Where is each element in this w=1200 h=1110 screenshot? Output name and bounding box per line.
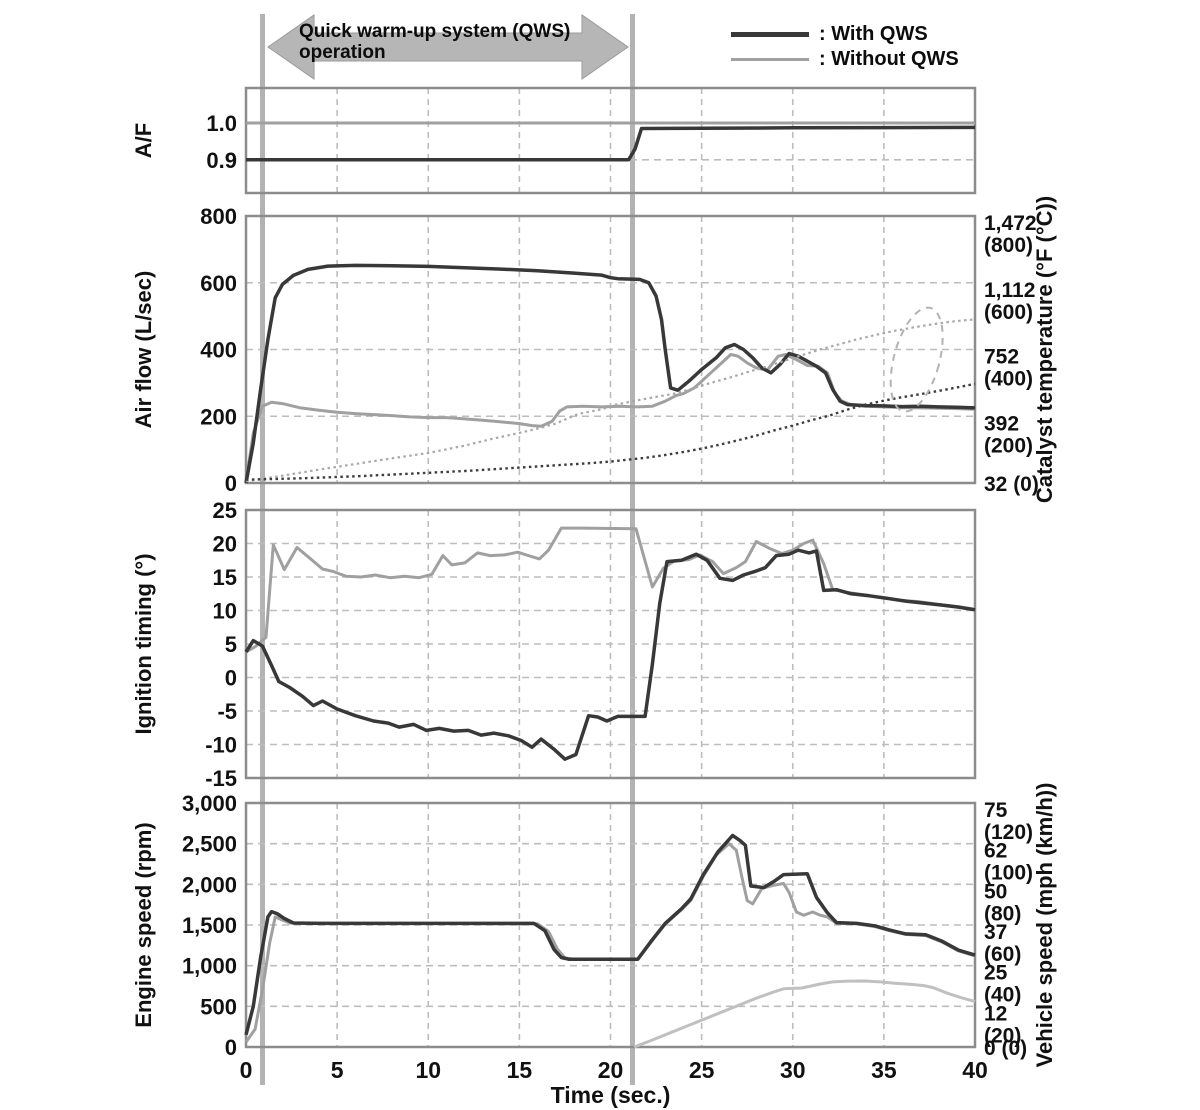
right-tick-label: (200) xyxy=(984,434,1033,457)
series-ignition-with-qws xyxy=(244,548,976,761)
y-axis-title-ign: Ignition timing (°) xyxy=(131,553,156,734)
y-tick-label-ign: 5 xyxy=(225,632,237,657)
right-tick-label: (20) xyxy=(984,1024,1021,1047)
x-tick-label: 40 xyxy=(962,1057,988,1083)
series-catalyst-temp-fast xyxy=(245,318,976,483)
panel-border-air xyxy=(244,214,977,485)
qws-window-end-line xyxy=(629,14,635,1085)
right-tick-label: 392 xyxy=(984,412,1019,435)
right-tick-label: 752 xyxy=(984,346,1019,369)
right-tick-label: (80) xyxy=(984,902,1021,925)
right-axis-title-rpm: Vehicle speed (mph (km/h)) xyxy=(1032,783,1057,1068)
x-tick-label: 25 xyxy=(689,1057,715,1083)
right-tick-label: (100) xyxy=(984,862,1033,885)
y-tick-label-af: 0.9 xyxy=(206,148,237,173)
series-engine-speed-with-qws xyxy=(244,833,976,1036)
x-tick-label: 20 xyxy=(598,1057,624,1083)
y-tick-label-air: 400 xyxy=(200,338,237,363)
right-tick-label: 32 (0) xyxy=(984,473,1039,496)
right-tick-label: 62 xyxy=(984,840,1007,863)
x-axis-title: Time (sec.) xyxy=(551,1082,671,1108)
y-tick-label-ign: 10 xyxy=(213,599,237,624)
y-tick-label-ign: -10 xyxy=(205,733,237,758)
y-tick-label-rpm: 1,000 xyxy=(182,954,237,979)
y-tick-label-rpm: 500 xyxy=(200,994,237,1019)
x-tick-label: 15 xyxy=(507,1057,533,1083)
y-tick-label-air: 600 xyxy=(200,271,237,296)
legend-label-with-qws: : With QWS xyxy=(819,23,928,45)
panel-border-af xyxy=(244,86,977,195)
legend: : With QWS : Without QWS xyxy=(731,22,959,72)
x-tick-label: 0 xyxy=(240,1057,253,1083)
y-tick-label-air: 200 xyxy=(200,404,237,429)
right-tick-label: 75 xyxy=(984,799,1008,822)
series-airflow-with-qws xyxy=(244,263,976,484)
right-tick-label: (40) xyxy=(984,984,1021,1007)
legend-row-without-qws: : Without QWS xyxy=(731,47,959,72)
x-tick-label: 5 xyxy=(331,1057,344,1083)
y-tick-label-ign: 20 xyxy=(213,532,237,557)
y-tick-label-af: 1.0 xyxy=(206,111,237,136)
y-tick-label-air: 0 xyxy=(225,471,237,496)
y-tick-label-ign: -5 xyxy=(217,699,237,724)
y-tick-label-ign: 15 xyxy=(213,565,237,590)
y-tick-label-rpm: 0 xyxy=(225,1035,237,1060)
y-tick-label-ign: 0 xyxy=(225,666,237,691)
legend-label-without-qws: : Without QWS xyxy=(819,48,959,70)
right-tick-label: 25 xyxy=(984,962,1008,985)
annotation-ellipse xyxy=(889,306,944,413)
right-tick-label: 12 xyxy=(984,1002,1007,1025)
legend-row-with-qws: : With QWS xyxy=(731,22,959,47)
x-tick-label: 10 xyxy=(415,1057,441,1083)
series-ignition-without-qws xyxy=(245,526,976,654)
right-tick-label: 37 xyxy=(984,921,1007,944)
y-axis-title-af: A/F xyxy=(131,123,156,158)
qws-operation-arrow xyxy=(267,14,629,80)
y-tick-label-rpm: 2,500 xyxy=(182,832,237,857)
qws-operation-label-line2: operation xyxy=(299,42,386,63)
right-axis-title-air: Catalyst temperature (°F (°C)) xyxy=(1032,196,1057,503)
x-tick-label: 35 xyxy=(871,1057,897,1083)
panel-border-ign xyxy=(244,508,977,780)
right-tick-label: 1,472 xyxy=(984,212,1037,235)
series-catalyst-temp-slow xyxy=(245,382,976,481)
right-tick-label: (600) xyxy=(984,301,1033,324)
right-tick-label: (60) xyxy=(984,943,1021,966)
y-axis-title-air: Air flow (L/sec) xyxy=(131,271,156,429)
y-tick-label-rpm: 2,000 xyxy=(182,872,237,897)
right-tick-label: 0 (0) xyxy=(984,1037,1027,1060)
double-arrow-shape xyxy=(267,14,629,80)
x-tick-label: 30 xyxy=(780,1057,806,1083)
right-tick-label: (400) xyxy=(984,368,1033,391)
series-af-with-qws xyxy=(246,125,976,162)
y-tick-label-ign: -15 xyxy=(205,766,237,791)
y-axis-title-rpm: Engine speed (rpm) xyxy=(131,822,156,1027)
qws-operation-label: Quick warm-up system (QWS) operation xyxy=(299,21,570,63)
legend-line-with-qws xyxy=(731,32,809,37)
right-tick-label: (120) xyxy=(984,821,1033,844)
y-tick-label-rpm: 1,500 xyxy=(182,913,237,938)
right-tick-label: 1,112 xyxy=(984,279,1035,302)
right-tick-label: 50 xyxy=(984,880,1007,903)
legend-line-without-qws xyxy=(731,58,809,61)
qws-operation-label-line1: Quick warm-up system (QWS) xyxy=(299,21,571,42)
qws-window-start-line xyxy=(259,14,265,1085)
panel-border-rpm xyxy=(244,801,977,1049)
right-tick-label: (800) xyxy=(984,234,1033,257)
y-tick-label-air: 800 xyxy=(200,204,237,229)
y-tick-label-rpm: 3,000 xyxy=(182,791,237,816)
series-vehicle-speed xyxy=(633,979,976,1049)
y-tick-label-ign: 25 xyxy=(213,498,237,523)
